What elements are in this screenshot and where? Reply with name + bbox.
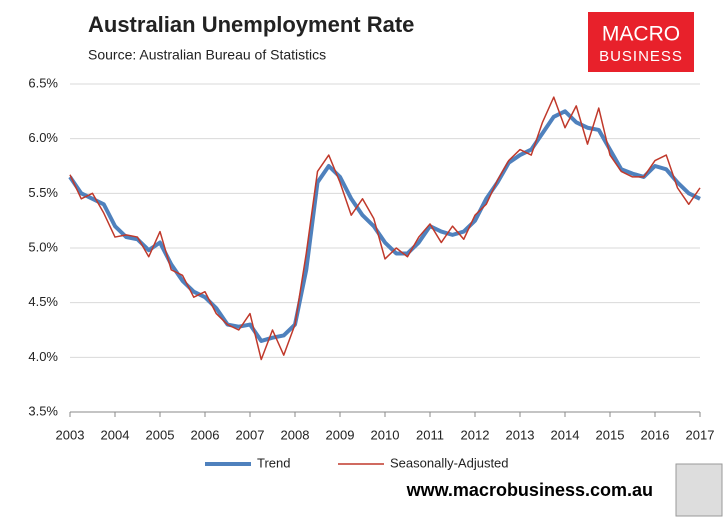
x-tick-label: 2016 [641,427,670,442]
x-tick-label: 2007 [236,427,265,442]
series-line [69,96,701,361]
x-tick-label: 2010 [371,427,400,442]
logo-icon [675,463,723,517]
x-tick-label: 2006 [191,427,220,442]
series-line [68,109,701,343]
y-tick-label: 5.0% [28,239,58,254]
x-tick-label: 2008 [281,427,310,442]
legend-label: Seasonally-Adjusted [390,455,509,470]
x-tick-label: 2004 [101,427,130,442]
x-tick-label: 2003 [56,427,85,442]
y-tick-label: 4.0% [28,349,58,364]
y-tick-label: 6.0% [28,130,58,145]
chart-subtitle: Source: Australian Bureau of Statistics [88,47,326,63]
logo-text: BUSINESS [599,48,683,65]
y-tick-label: 4.5% [28,294,58,309]
y-tick-label: 6.5% [28,75,58,90]
logo-box [588,12,694,72]
x-tick-label: 2005 [146,427,175,442]
y-tick-label: 3.5% [28,403,58,418]
x-tick-label: 2009 [326,427,355,442]
x-tick-label: 2012 [461,427,490,442]
footer: www.macrobusiness.com.au [406,480,653,500]
legend-label: Trend [257,455,290,470]
y-tick-label: 5.5% [28,185,58,200]
logo-text: MACRO [602,23,680,46]
x-tick-label: 2014 [551,427,580,442]
x-tick-label: 2011 [416,427,444,442]
x-tick-label: 2017 [686,427,715,442]
x-tick-label: 2013 [506,427,535,442]
x-tick-label: 2015 [596,427,625,442]
chart-title: Australian Unemployment Rate [88,12,414,37]
